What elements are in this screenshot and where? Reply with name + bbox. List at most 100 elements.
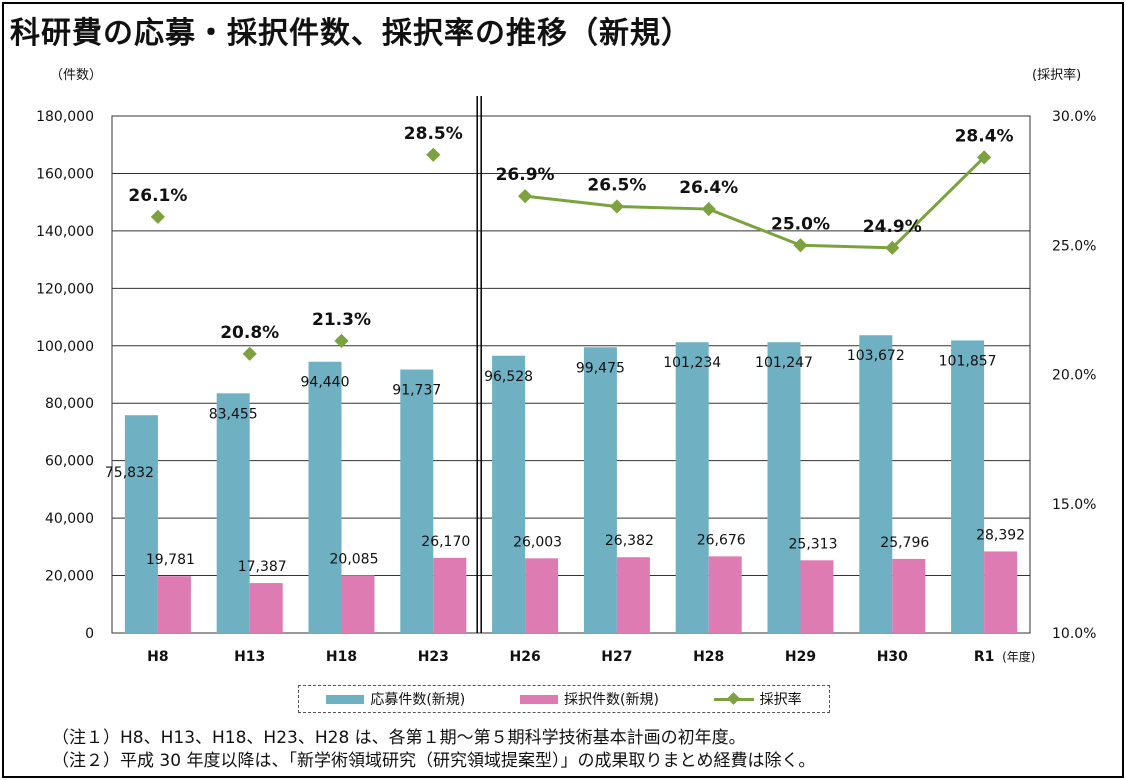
data-label-applications: 96,528 [484, 369, 533, 385]
x-tick-label: H8 [147, 649, 168, 665]
footnote-2: （注２）平成 30 年度以降は、「新学術領域研究（研究領域提案型）」の成果取りま… [52, 751, 816, 771]
legend-item-adoptions: 採択件数(新規) [519, 689, 659, 709]
bar-applications [583, 347, 617, 633]
rate-label: 26.1% [128, 186, 187, 206]
data-label-adoptions: 26,170 [421, 534, 470, 550]
rate-point [518, 189, 533, 204]
data-label-applications: 83,455 [209, 406, 258, 422]
y2-tick-label: 30.0% [1052, 109, 1096, 125]
x-axis-unit: (年度) [1002, 649, 1035, 664]
x-tick-label: H26 [509, 649, 540, 665]
x-tick-label: R1 [974, 649, 995, 665]
y-tick-label: 100,000 [36, 339, 94, 355]
y-tick-label: 80,000 [45, 396, 94, 412]
data-label-adoptions: 26,003 [513, 534, 562, 550]
y2-tick-label: 25.0% [1052, 238, 1096, 254]
rate-label: 28.4% [955, 126, 1014, 146]
data-label-applications: 94,440 [301, 375, 350, 391]
y-tick-label: 180,000 [36, 109, 94, 125]
x-tick-label: H28 [693, 649, 724, 665]
data-label-applications: 99,475 [576, 360, 625, 376]
x-tick-label: H18 [326, 649, 357, 665]
bar-applications [675, 342, 709, 633]
legend: 応募件数(新規) 採択件数(新規) 採択率 [298, 685, 830, 713]
bar-adoptions [616, 557, 650, 633]
y2-tick-label: 10.0% [1052, 626, 1096, 642]
data-label-adoptions: 19,781 [146, 552, 195, 568]
y-tick-label: 20,000 [45, 569, 94, 585]
y-tick-label: 60,000 [45, 454, 94, 470]
chart: 0 20,000 40,000 60,000 80,000 100,000 120,000 1… [36, 96, 1096, 665]
bar-applications [767, 342, 801, 633]
bar-applications [400, 369, 434, 633]
rate-point [426, 147, 441, 162]
rate-label: 20.8% [220, 323, 279, 343]
rate-point [977, 150, 992, 165]
rate-point [150, 209, 165, 224]
rate-point [334, 333, 349, 348]
bar-adoptions [525, 558, 559, 633]
x-tick-label: H13 [234, 649, 265, 665]
rate-line [524, 156, 986, 250]
right-axis-unit: (採択率) [1032, 68, 1082, 83]
legend-swatch-adoptions [519, 694, 558, 704]
footnote-1: （注１）H8、H13、H18、H23、H28 は、各第１期～第５期科学技術基本計… [52, 728, 746, 748]
bar-adoptions [800, 560, 834, 633]
x-tick-label: H29 [785, 649, 816, 665]
legend-label-rate: 採択率 [759, 692, 802, 708]
rate-label: 21.3% [312, 310, 371, 330]
legend-item-rate: 採択率 [713, 689, 802, 709]
bar-applications [492, 355, 526, 633]
legend-item-applications: 応募件数(新規) [326, 689, 465, 709]
y2-tick-label: 20.0% [1052, 368, 1096, 384]
bar-adoptions [892, 558, 926, 633]
legend-label-applications: 応募件数(新規) [370, 692, 466, 708]
bar-applications [859, 335, 893, 633]
bar-applications [308, 361, 342, 633]
y-tick-label: 40,000 [45, 511, 94, 527]
bar-adoptions [708, 556, 742, 633]
legend-swatch-applications [326, 694, 365, 704]
rate-point [793, 238, 808, 253]
x-tick-label: H23 [418, 649, 449, 665]
data-label-adoptions: 26,676 [697, 532, 746, 548]
chart-title: 科研費の応募・採択件数、採択率の推移（新規） [10, 16, 692, 51]
data-label-applications: 103,672 [847, 348, 905, 364]
data-label-adoptions: 20,085 [330, 551, 379, 567]
rate-label: 26.4% [679, 178, 738, 198]
data-label-applications: 75,832 [105, 465, 154, 481]
left-axis-unit: （件数） [50, 68, 103, 83]
rate-point [885, 240, 900, 255]
x-tick-label: H27 [601, 649, 632, 665]
legend-label-adoptions: 採択件数(新規) [563, 692, 659, 708]
data-label-adoptions: 26,382 [605, 533, 654, 549]
legend-swatch-rate [713, 697, 754, 701]
y2-tick-label: 15.0% [1052, 497, 1096, 513]
rate-point [242, 346, 257, 361]
rate-label: 25.0% [771, 214, 830, 234]
bar-adoptions [984, 551, 1018, 633]
bar-adoptions [433, 557, 467, 633]
bar-applications [216, 393, 250, 633]
y-tick-label: 120,000 [36, 281, 94, 297]
data-label-adoptions: 17,387 [238, 559, 287, 575]
rate-point [701, 201, 716, 217]
bar-adoptions [157, 576, 191, 633]
data-label-applications: 101,247 [755, 355, 813, 371]
data-label-adoptions: 25,313 [789, 536, 838, 552]
bar-adoptions [249, 583, 283, 633]
rate-label: 26.5% [587, 175, 646, 195]
bar-adoptions [341, 575, 375, 633]
data-label-adoptions: 28,392 [976, 527, 1025, 543]
y-tick-label: 160,000 [36, 166, 94, 182]
rate-label: 26.9% [496, 165, 555, 185]
rate-point [609, 199, 624, 214]
rate-label: 24.9% [863, 217, 922, 237]
bar-applications [124, 415, 158, 633]
data-label-adoptions: 25,796 [880, 535, 929, 551]
bar-applications [951, 340, 985, 633]
data-label-applications: 101,857 [939, 353, 997, 369]
rate-label: 28.5% [404, 124, 463, 144]
x-tick-label: H30 [877, 649, 908, 665]
y-tick-label: 0 [85, 626, 94, 642]
